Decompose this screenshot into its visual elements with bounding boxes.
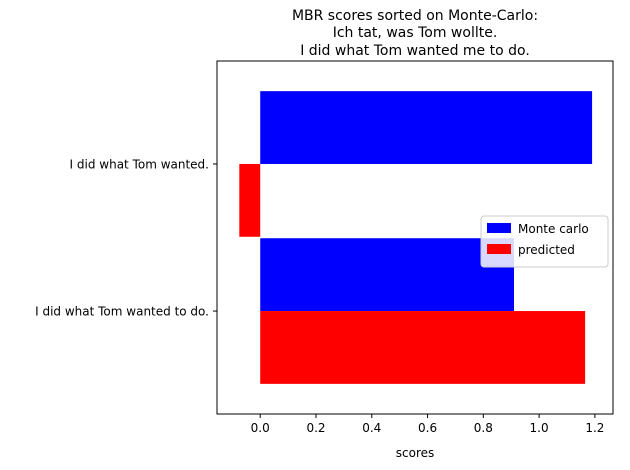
x-tick-label-4: 0.8 [474,421,493,435]
x-tick-label-1: 0.2 [306,421,325,435]
legend-swatch-0 [487,223,511,233]
y-tick-label-1: I did what Tom wanted to do. [35,305,209,319]
legend-label-0: Monte carlo [518,222,589,236]
x-tick-label-5: 1.0 [530,421,549,435]
bar-monte-carlo-0 [260,91,593,164]
legend-box [480,215,609,268]
legend-label-1: predicted [518,243,575,257]
x-tick-label-0: 0.0 [251,421,270,435]
x-tick-label-3: 0.6 [418,421,437,435]
bar-predicted-1 [260,311,586,384]
chart-title-line-3: I did what Tom wanted me to do. [300,43,530,59]
x-axis-label: scores [396,446,435,460]
chart-title-line-1: MBR scores sorted on Monte-Carlo: [291,8,539,24]
y-tick-label-0: I did what Tom wanted. [70,157,209,171]
legend-swatch-1 [487,244,511,254]
chart-title-line-2: Ich tat, was Tom wollte. [332,25,498,41]
x-tick-label-6: 1.2 [585,421,604,435]
bar-monte-carlo-1 [260,238,514,312]
plot-frame [216,60,614,415]
bar-predicted-0 [239,163,261,237]
x-tick-label-2: 0.4 [362,421,381,435]
